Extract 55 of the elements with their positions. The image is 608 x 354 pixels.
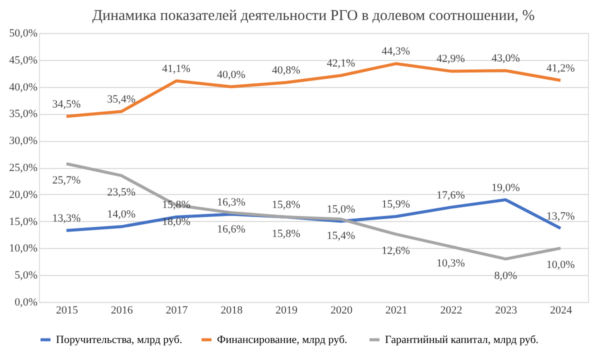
data-label: 41,1% — [162, 62, 190, 75]
data-label: 18,0% — [162, 216, 190, 228]
legend-label: Гарантийный капитал, млрд руб. — [385, 334, 539, 346]
data-label: 15,8% — [272, 198, 300, 211]
data-label: 19,0% — [491, 182, 520, 194]
y-tick-label: 50,0% — [9, 28, 38, 40]
data-label: 44,3% — [382, 46, 410, 58]
data-label: 12,6% — [382, 245, 410, 258]
data-label: 23,5% — [107, 186, 136, 199]
y-tick-label: 45,0% — [9, 54, 38, 66]
y-tick-label: 5,0% — [14, 270, 38, 282]
x-tick-label: 2016 — [110, 304, 134, 316]
data-label: 41,2% — [546, 62, 575, 74]
y-tick-label: 20,0% — [9, 188, 38, 201]
data-label: 17,6% — [436, 189, 465, 202]
data-label: 10,0% — [546, 259, 575, 272]
data-label: 16,3% — [216, 196, 246, 208]
data-label: 15,9% — [382, 198, 410, 210]
data-label: 25,7% — [52, 174, 81, 187]
y-tick-label: 0,0% — [14, 296, 38, 308]
x-tick-label: 2023 — [495, 304, 518, 316]
data-label: 15,4% — [326, 230, 356, 242]
data-label: 10,3% — [436, 258, 465, 270]
chart-title: Динамика показателей деятельности РГО в долевом соотношении, % — [92, 8, 535, 24]
data-label: 35,4% — [107, 94, 136, 106]
y-tick-label: 10,0% — [9, 242, 38, 255]
data-label: 40,0% — [216, 68, 246, 81]
x-tick-label: 2019 — [276, 304, 298, 316]
x-tick-label: 2021 — [385, 304, 408, 316]
y-tick-label: 25,0% — [9, 162, 38, 174]
data-label: 40,8% — [272, 64, 300, 76]
x-tick-label: 2017 — [166, 304, 188, 316]
data-label: 15,8% — [162, 198, 190, 211]
data-label: 14,0% — [107, 208, 136, 221]
x-tick-label: 2020 — [330, 304, 353, 316]
x-tick-label: 2024 — [550, 304, 573, 316]
data-label: 34,5% — [52, 98, 81, 110]
x-tick-label: 2018 — [220, 304, 244, 316]
legend-label: Поручительства, млрд руб. — [56, 334, 182, 346]
legend-label: Финансирование, млрд руб. — [217, 334, 348, 346]
y-tick-label: 35,0% — [9, 108, 38, 120]
data-label: 42,9% — [436, 53, 465, 66]
data-label: 16,6% — [216, 224, 246, 236]
y-tick-label: 15,0% — [9, 216, 38, 228]
data-label: 43,0% — [491, 52, 520, 65]
data-label: 13,7% — [546, 210, 575, 222]
data-label: 8,0% — [494, 270, 518, 282]
data-label: 15,0% — [326, 203, 356, 216]
data-label: 42,1% — [326, 58, 356, 70]
x-tick-label: 2015 — [56, 304, 78, 316]
data-label: 13,3% — [52, 212, 81, 224]
y-tick-label: 30,0% — [9, 135, 38, 148]
data-label: 15,8% — [272, 228, 300, 240]
y-tick-label: 40,0% — [9, 81, 38, 94]
x-tick-label: 2022 — [440, 304, 462, 316]
